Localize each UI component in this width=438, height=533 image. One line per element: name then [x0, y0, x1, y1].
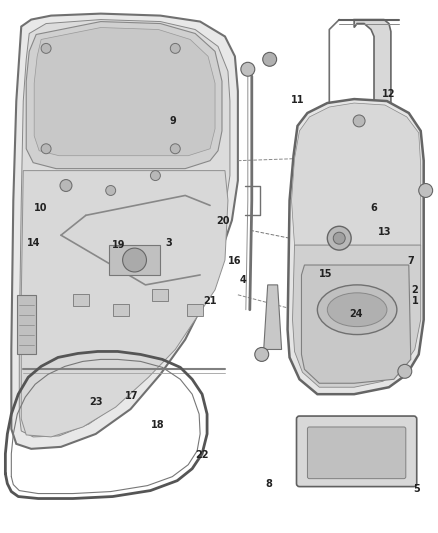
Polygon shape	[264, 285, 282, 350]
Circle shape	[170, 43, 180, 53]
Text: 21: 21	[204, 296, 217, 306]
Text: 17: 17	[125, 391, 139, 401]
Polygon shape	[187, 304, 203, 316]
Circle shape	[170, 144, 180, 154]
Text: 2: 2	[411, 285, 418, 295]
Polygon shape	[301, 265, 411, 383]
Circle shape	[398, 365, 412, 378]
Polygon shape	[294, 105, 417, 386]
Text: 6: 6	[370, 203, 377, 213]
Polygon shape	[17, 295, 36, 354]
Text: 20: 20	[217, 216, 230, 227]
Text: 9: 9	[170, 116, 177, 126]
Text: 8: 8	[265, 479, 272, 489]
Text: 15: 15	[319, 270, 332, 279]
Text: 7: 7	[407, 256, 414, 266]
Circle shape	[333, 232, 345, 244]
Text: 1: 1	[411, 296, 418, 306]
Circle shape	[263, 52, 277, 66]
Circle shape	[353, 115, 365, 127]
Polygon shape	[152, 289, 168, 301]
Polygon shape	[113, 304, 129, 316]
Circle shape	[60, 180, 72, 191]
Text: 22: 22	[196, 449, 209, 459]
Polygon shape	[34, 28, 215, 156]
Ellipse shape	[318, 285, 397, 335]
Text: 5: 5	[413, 484, 420, 494]
Circle shape	[123, 248, 146, 272]
Polygon shape	[11, 14, 238, 449]
Polygon shape	[292, 103, 421, 245]
Text: 24: 24	[350, 309, 363, 319]
FancyBboxPatch shape	[297, 416, 417, 487]
Circle shape	[327, 226, 351, 250]
Text: 12: 12	[382, 90, 396, 99]
Polygon shape	[26, 21, 222, 168]
Ellipse shape	[327, 293, 387, 327]
Text: 13: 13	[378, 227, 391, 237]
Polygon shape	[21, 171, 228, 437]
Polygon shape	[19, 20, 230, 437]
Text: 16: 16	[227, 256, 241, 266]
FancyBboxPatch shape	[307, 427, 406, 479]
Polygon shape	[109, 245, 160, 275]
Circle shape	[106, 185, 116, 196]
Circle shape	[419, 183, 433, 197]
Circle shape	[241, 62, 255, 76]
Circle shape	[41, 144, 51, 154]
Polygon shape	[293, 245, 421, 387]
Text: 10: 10	[34, 203, 47, 213]
Text: 23: 23	[89, 397, 103, 407]
Text: 18: 18	[151, 421, 165, 430]
Text: 3: 3	[166, 238, 172, 248]
Text: 4: 4	[240, 274, 246, 285]
Polygon shape	[354, 20, 391, 329]
Polygon shape	[288, 99, 424, 394]
Polygon shape	[73, 294, 89, 306]
Text: 14: 14	[27, 238, 41, 248]
Circle shape	[41, 43, 51, 53]
Text: 19: 19	[112, 240, 126, 251]
Circle shape	[255, 348, 268, 361]
Text: 11: 11	[290, 95, 304, 104]
Circle shape	[150, 171, 160, 181]
